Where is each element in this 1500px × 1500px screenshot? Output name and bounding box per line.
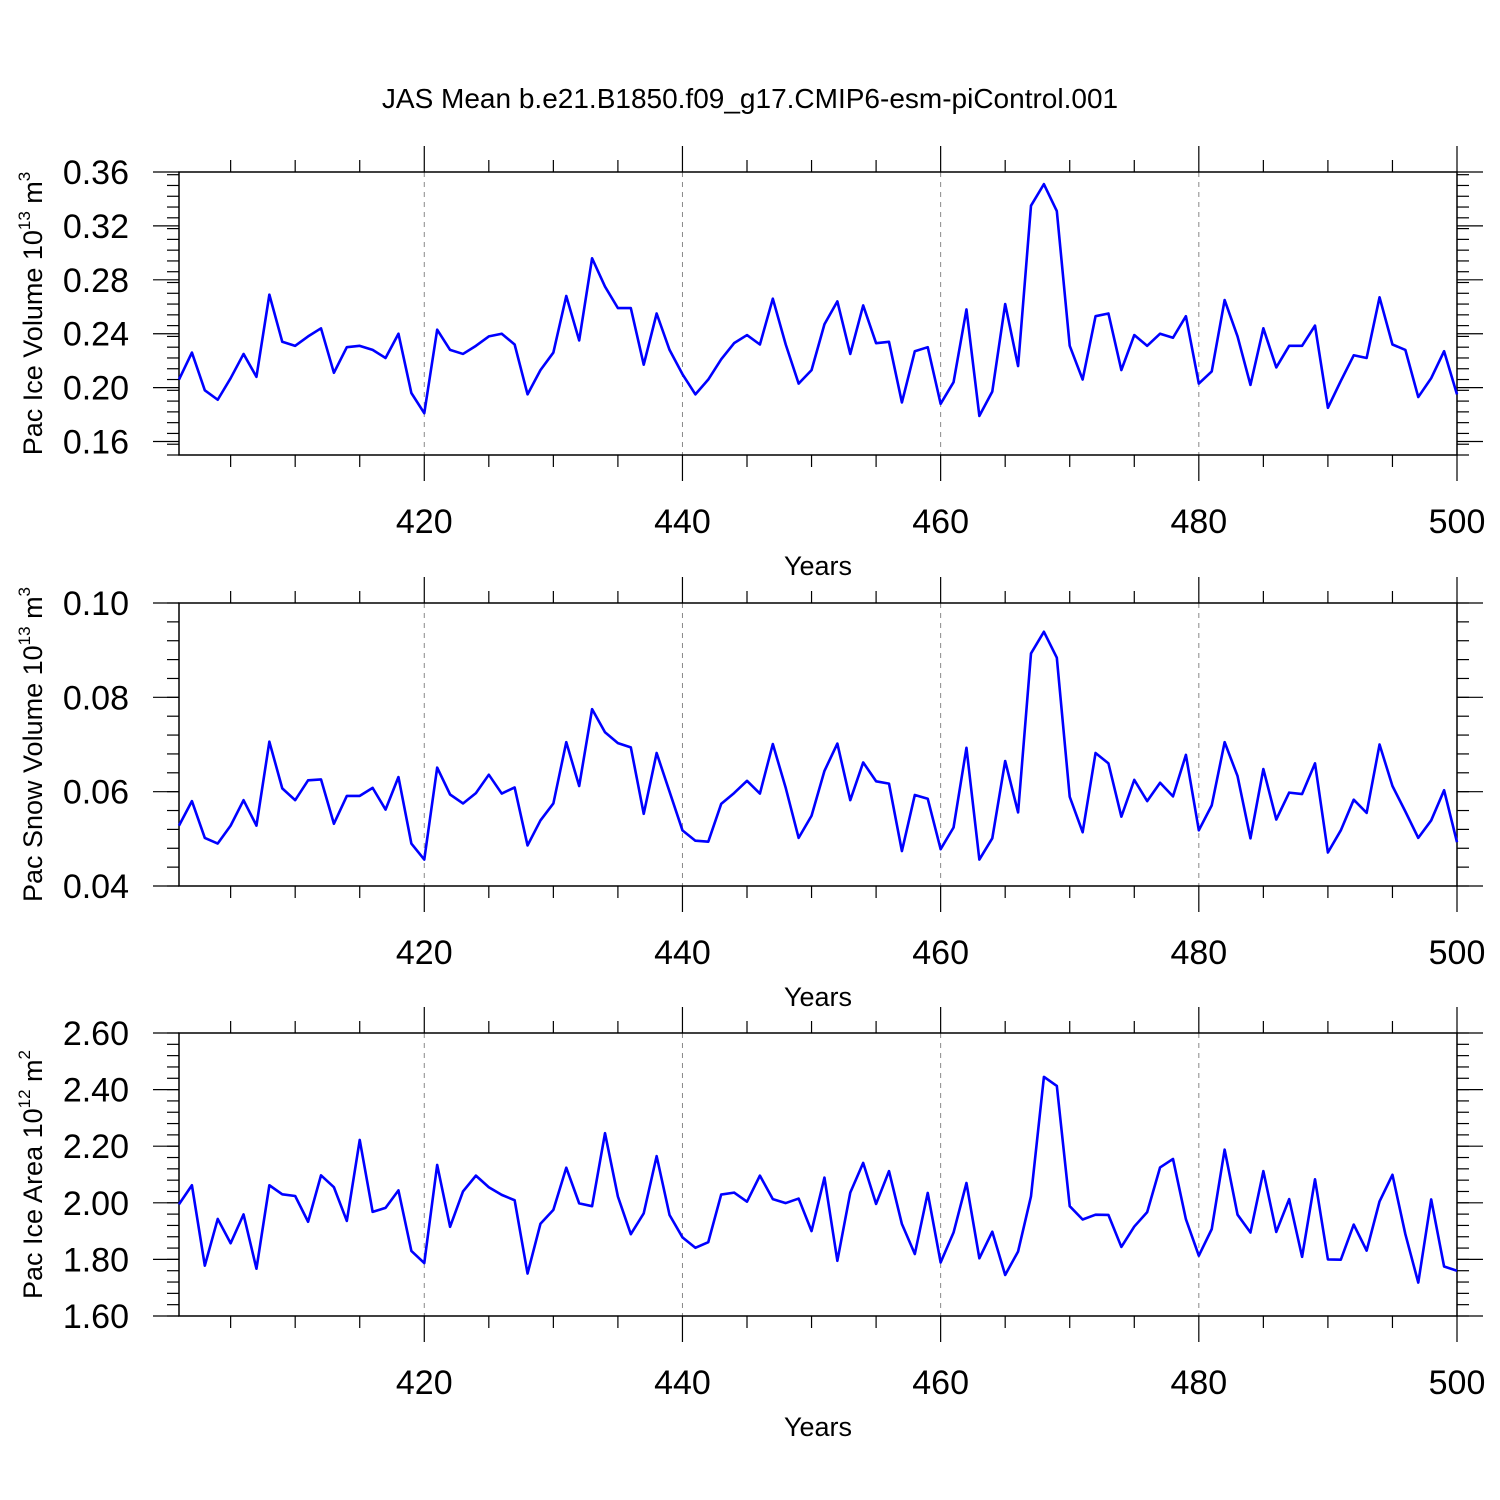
y-tick-label: 1.60 <box>63 1298 129 1336</box>
x-axis-label: Years <box>784 982 852 1012</box>
y-axis-label-exp: 13 <box>15 211 34 230</box>
series-line <box>177 630 1459 861</box>
x-tick-label: 420 <box>396 934 453 972</box>
x-tick-label: 440 <box>654 1364 711 1402</box>
y-tick-label: 0.10 <box>63 585 129 623</box>
x-tick-label: 460 <box>912 934 969 972</box>
y-tick-label: 2.20 <box>63 1128 129 1166</box>
y-axis-label-mid: m <box>18 596 48 626</box>
y-tick-label: 0.16 <box>63 424 129 462</box>
x-tick-label: 500 <box>1429 934 1486 972</box>
x-tick-label: 480 <box>1170 503 1227 541</box>
x-tick-label: 440 <box>654 503 711 541</box>
y-tick-label: 1.80 <box>63 1241 129 1279</box>
y-tick-label: 2.00 <box>63 1185 129 1223</box>
x-tick-label: 500 <box>1429 503 1486 541</box>
y-axis-label: Pac Ice Area 1012 m2 <box>15 1050 48 1299</box>
y-axis-label-unit_exp: 2 <box>15 1050 34 1059</box>
y-tick-label: 2.40 <box>63 1072 129 1110</box>
chart-title: JAS Mean b.e21.B1850.f09_g17.CMIP6-esm-p… <box>382 83 1118 114</box>
y-axis-label-main: Pac Ice Area 10 <box>18 1108 48 1299</box>
y-tick-label: 0.04 <box>63 868 129 906</box>
chart-panel-2: 420 440 460 480 500 Years 0.04 0.06 0.08 0.10 Pac … <box>15 577 1485 1012</box>
y-axis-label-exp: 12 <box>15 1089 34 1108</box>
plot-frame <box>178 1032 1458 1317</box>
y-axis-label-unit_exp: 3 <box>15 172 34 181</box>
panels: 420 440 460 480 500 Years 0.16 0.20 0.24 0.28 0.32… <box>15 146 1485 1442</box>
x-tick-label: 420 <box>396 503 453 541</box>
x-axis-label: Years <box>784 551 852 581</box>
y-tick-label: 0.28 <box>63 262 129 300</box>
x-tick-label: 460 <box>912 1364 969 1402</box>
y-axis-label-unit_exp: 3 <box>15 587 34 596</box>
y-tick-label: 0.20 <box>63 370 129 408</box>
x-tick-label: 500 <box>1429 1364 1486 1402</box>
x-tick-label: 420 <box>396 1364 453 1402</box>
series-line <box>177 1075 1458 1284</box>
y-axis-label: Pac Ice Volume 1013 m3 <box>15 172 48 456</box>
y-axis-label-main: Pac Snow Volume 10 <box>18 645 48 902</box>
y-axis-label: Pac Snow Volume 1013 m3 <box>15 587 48 902</box>
series-line <box>177 182 1459 418</box>
x-tick-label: 480 <box>1170 934 1227 972</box>
plot-frame <box>178 171 1458 456</box>
chart-panel-3: 420 440 460 480 500 Years 1.60 1.80 2.00 2.20 2.40… <box>15 1007 1485 1442</box>
y-tick-label: 0.08 <box>63 679 129 717</box>
y-tick-label: 0.32 <box>63 208 129 246</box>
y-axis-label-exp: 13 <box>15 626 34 645</box>
x-tick-label: 440 <box>654 934 711 972</box>
y-tick-label: 0.36 <box>63 154 129 192</box>
y-tick-label: 0.06 <box>63 774 129 812</box>
chart-panel-1: 420 440 460 480 500 Years 0.16 0.20 0.24 0.28 0.32… <box>15 146 1485 581</box>
x-tick-label: 480 <box>1170 1364 1227 1402</box>
y-axis-label-main: Pac Ice Volume 10 <box>18 230 48 455</box>
y-tick-label: 2.60 <box>63 1015 129 1053</box>
y-axis-label-mid: m <box>18 181 48 211</box>
x-tick-label: 460 <box>912 503 969 541</box>
y-axis-label-mid: m <box>18 1059 48 1089</box>
y-tick-label: 0.24 <box>63 316 129 354</box>
plot-frame <box>178 602 1458 887</box>
x-axis-label: Years <box>784 1412 852 1442</box>
